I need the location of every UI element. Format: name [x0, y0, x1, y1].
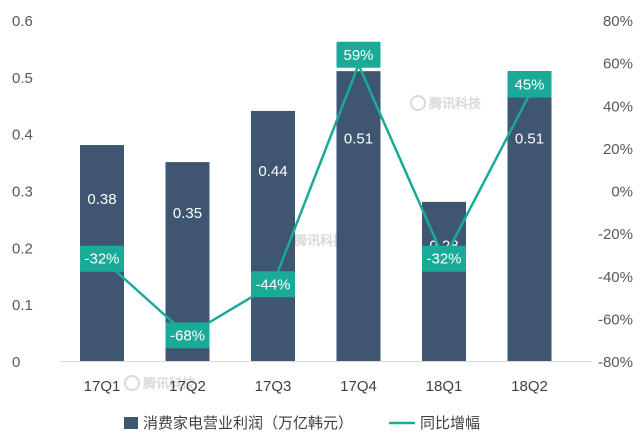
line-label-text: -44%	[255, 276, 290, 293]
line-label-text: 45%	[514, 77, 544, 94]
x-axis-tick-label: 17Q4	[340, 378, 377, 395]
left-axis-tick-label: 0.1	[12, 297, 33, 314]
right-axis-tick-label: -40%	[598, 269, 633, 286]
svg-text:腾讯科技: 腾讯科技	[142, 376, 196, 391]
line-label-box	[422, 245, 466, 272]
x-axis: 17Q1 17Q2 17Q3 17Q4 18Q1 18Q2	[84, 378, 548, 395]
line-label-text: 59%	[343, 47, 373, 64]
line-data-labels: -32% -68% -44% 59% -32% 45%	[80, 41, 552, 349]
line-label-text: -68%	[170, 327, 205, 344]
right-axis-tick-label: -60%	[598, 311, 633, 328]
legend: 消费家电营业利润（万亿韩元） 同比增幅	[124, 415, 480, 432]
left-axis-tick-label: 0.3	[12, 184, 33, 201]
left-axis-tick-label: 0.6	[12, 13, 33, 30]
right-axis-tick-label: 60%	[603, 56, 633, 73]
left-axis: 0 0.1 0.2 0.3 0.4 0.5 0.6	[12, 13, 33, 371]
left-axis-tick-label: 0	[12, 354, 20, 371]
line-data-label: 59%	[336, 41, 381, 68]
x-axis-tick-label: 17Q1	[84, 378, 121, 395]
bar-series	[80, 71, 552, 362]
right-axis-tick-label: 80%	[603, 13, 633, 30]
line-data-label: -32%	[80, 245, 124, 272]
watermark-logo: 腾讯科技	[124, 375, 196, 391]
bar	[251, 110, 295, 361]
svg-text:腾讯科技: 腾讯科技	[428, 96, 482, 111]
line-data-label: -32%	[422, 245, 466, 272]
line-label-box	[165, 322, 210, 349]
bar	[336, 71, 381, 362]
right-axis-tick-label: -20%	[598, 226, 633, 243]
bar-data-label: 0.35	[173, 205, 202, 222]
right-axis-tick-label: -80%	[598, 354, 633, 371]
right-axis-tick-label: 20%	[603, 141, 633, 158]
bar-data-label: 0.51	[344, 130, 373, 147]
bar-data-label: 0.51	[515, 130, 544, 147]
legend-line-label: 同比增幅	[420, 415, 480, 432]
svg-text:腾讯科技: 腾讯科技	[293, 233, 347, 248]
line-label-box	[251, 271, 295, 298]
watermark-logo: 腾讯科技	[410, 95, 482, 111]
right-axis-tick-label: 0%	[611, 184, 633, 201]
bar	[507, 71, 552, 362]
x-axis-tick-label: 18Q1	[426, 378, 463, 395]
line-data-label: 45%	[507, 71, 552, 98]
line-data-label: -68%	[165, 322, 210, 349]
line-data-label: -44%	[251, 271, 295, 298]
line-label-box	[507, 71, 552, 98]
line-label-text: -32%	[84, 251, 119, 268]
watermark-group: 腾讯科技 腾讯科技 腾讯科技	[124, 95, 482, 391]
right-axis-tick-label: 40%	[603, 98, 633, 115]
bar-data-label: 0.38	[87, 191, 116, 208]
left-axis-tick-label: 0.5	[12, 70, 33, 87]
right-axis: -80% -60% -40% -20% 0% 20% 40% 60% 80%	[598, 13, 633, 371]
x-axis-tick-label: 17Q3	[255, 378, 292, 395]
line-label-box	[80, 245, 124, 272]
left-axis-tick-label: 0.2	[12, 240, 33, 257]
x-axis-tick-label: 17Q2	[169, 378, 206, 395]
legend-bar-swatch	[124, 417, 138, 429]
bar-data-label: 0.44	[258, 163, 287, 180]
left-axis-tick-label: 0.4	[12, 127, 33, 144]
legend-bar-label: 消费家电营业利润（万亿韩元）	[143, 415, 353, 432]
line-label-text: -32%	[426, 251, 461, 268]
line-label-box	[336, 41, 381, 68]
x-axis-tick-label: 18Q2	[511, 378, 548, 395]
